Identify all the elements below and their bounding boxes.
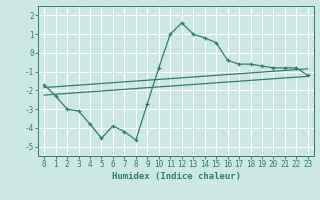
X-axis label: Humidex (Indice chaleur): Humidex (Indice chaleur) — [111, 172, 241, 181]
